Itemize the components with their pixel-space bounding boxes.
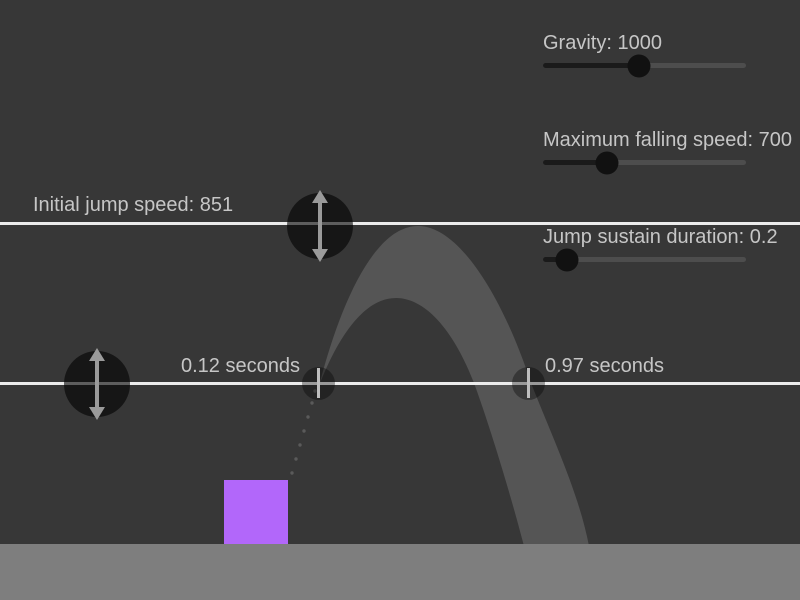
max-falling-speed-slider-label: Maximum falling speed: 700 — [543, 129, 793, 151]
jump-sustain-slider-fill — [543, 257, 567, 262]
initial-jump-speed-label: Initial jump speed: 851 — [33, 194, 234, 216]
max-falling-speed-slider-track[interactable] — [543, 151, 746, 174]
start-height-line — [0, 382, 800, 385]
ground — [0, 544, 800, 600]
gravity-slider-fill — [543, 63, 640, 68]
time-label-012s: 0.12 seconds — [181, 355, 300, 377]
marker-tick — [527, 368, 530, 398]
vertical-double-arrow-icon — [312, 190, 328, 262]
player-square — [224, 480, 288, 544]
time-label-097s: 0.97 seconds — [545, 355, 664, 377]
gravity-slider-group: Gravity: 1000 — [543, 32, 746, 77]
gravity-slider-thumb[interactable] — [627, 54, 651, 77]
max-falling-speed-slider-group: Maximum falling speed: 700 — [543, 129, 793, 174]
start-height-drag-handle[interactable] — [64, 348, 130, 420]
jump-sustain-slider-thumb[interactable] — [555, 248, 579, 271]
launch-trajectory-dots — [290, 389, 317, 475]
max-falling-speed-slider-thumb[interactable] — [595, 151, 619, 174]
gravity-slider-label: Gravity: 1000 — [543, 32, 662, 54]
jump-arc-band — [319, 226, 589, 546]
time-marker-012s — [302, 367, 335, 400]
vertical-double-arrow-icon — [89, 348, 105, 420]
max-falling-speed-slider-fill — [543, 160, 607, 165]
jump-sustain-slider-group: Jump sustain duration: 0.2 — [543, 226, 778, 271]
jump-apex-line — [0, 222, 800, 225]
jump-speed-drag-handle[interactable] — [287, 190, 353, 262]
time-marker-097s — [512, 367, 545, 400]
jump-sustain-slider-label: Jump sustain duration: 0.2 — [543, 226, 778, 248]
marker-tick — [317, 368, 320, 398]
gravity-slider-track[interactable] — [543, 54, 746, 77]
jump-sustain-slider-track[interactable] — [543, 248, 746, 271]
